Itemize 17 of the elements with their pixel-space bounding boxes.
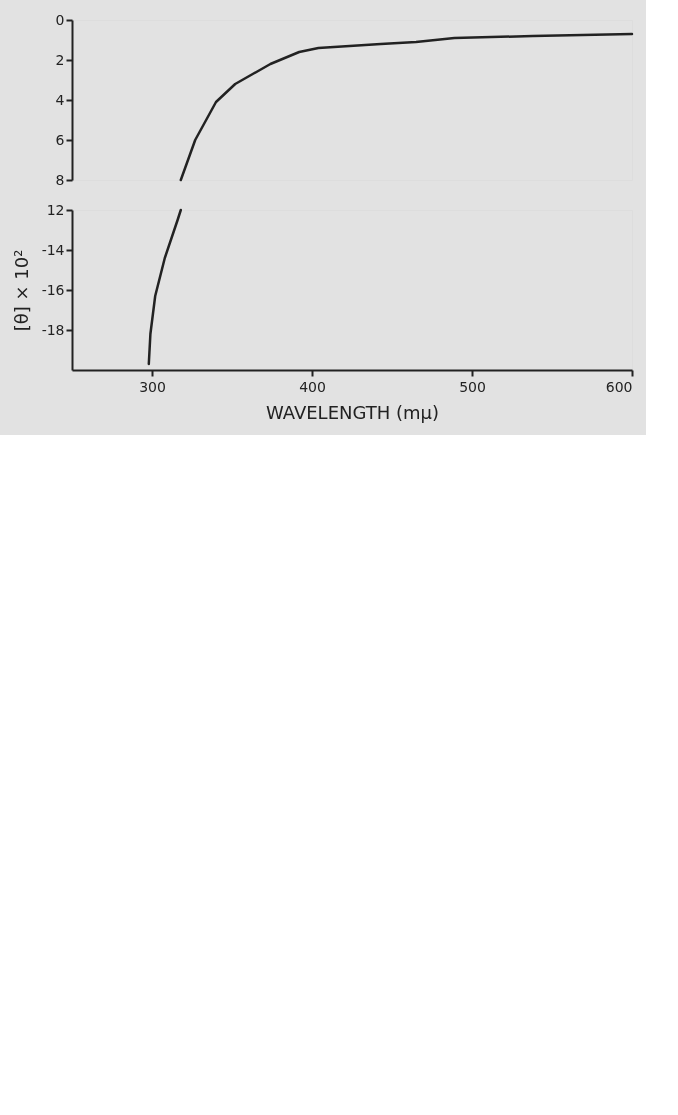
y-tick-label: 12 [46,201,65,218]
x-tick-label: 300 [139,378,166,395]
x-tick-label: 400 [299,378,326,395]
y-tick-label: 8 [55,171,65,188]
y-tick-label: 6 [55,131,65,148]
y-tick-label: 2 [55,51,65,68]
y-tick-label: -14 [41,241,65,258]
y-axis-title: [θ] × 10² [10,249,32,332]
line-series [179,32,634,182]
x-tick-label: 600 [605,378,633,395]
y-tick-label: -18 [41,321,65,338]
x-axis-title: WAVELENGTH (mμ) [265,401,440,423]
y-tick-label: -16 [41,281,65,298]
x-tick-label: 500 [459,378,486,395]
line-series [147,208,183,366]
y-tick-label: 0 [55,11,65,28]
y-tick-label: 4 [55,91,65,108]
